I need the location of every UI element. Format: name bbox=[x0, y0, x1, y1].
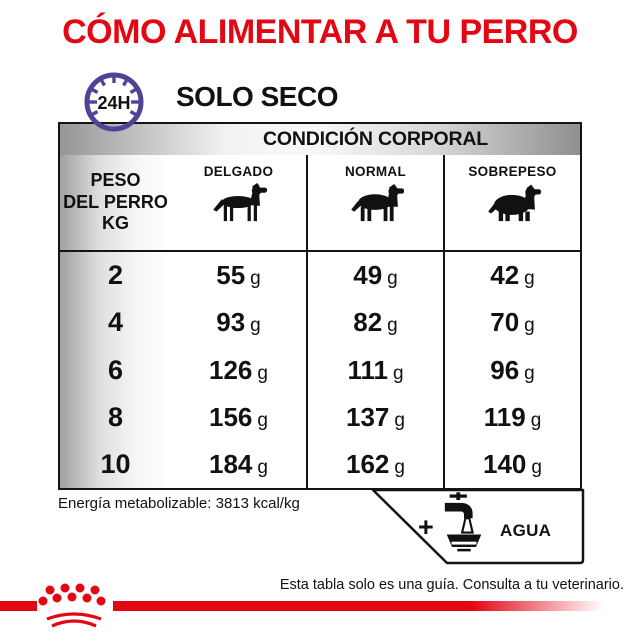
normal-dog-icon bbox=[350, 183, 404, 222]
red-bar-right bbox=[113, 601, 640, 611]
royal-canin-crown-icon bbox=[38, 583, 106, 628]
weight-column: PESO DEL PERRO KG 2 4 6 8 10 bbox=[60, 155, 171, 488]
column-delgado: DELGADO 55 g 93 g bbox=[171, 155, 306, 488]
water-callout-shape bbox=[371, 488, 585, 565]
faucet-bowl-icon bbox=[444, 492, 482, 552]
weight-column-header: PESO DEL PERRO KG bbox=[60, 155, 171, 252]
overweight-dog-icon bbox=[487, 184, 541, 222]
ration-cell: 140 g bbox=[483, 448, 542, 479]
plus-sign: + bbox=[418, 512, 434, 542]
table-header-title: CONDICIÓN CORPORAL bbox=[263, 128, 488, 150]
ration-cell: 55 g bbox=[216, 260, 261, 291]
feeding-table: CONDICIÓN CORPORAL PESO DEL PERRO KG 2 4… bbox=[58, 122, 582, 490]
disclaimer-text: Esta tabla solo es una guía. Consulta a … bbox=[279, 577, 624, 593]
ration-cell: 96 g bbox=[490, 354, 535, 385]
ration-cell: 162 g bbox=[346, 448, 405, 479]
ration-cell: 70 g bbox=[490, 307, 535, 338]
table-header-band: CONDICIÓN CORPORAL bbox=[60, 124, 580, 155]
ration-cell: 126 g bbox=[209, 354, 268, 385]
weight-cell: 4 bbox=[107, 307, 124, 338]
ration-cell: 82 g bbox=[353, 307, 398, 338]
column-sobrepeso: SOBREPESO 42 g 70 g bbox=[443, 155, 580, 488]
ration-cell: 137 g bbox=[346, 401, 405, 432]
column-delgado-header: DELGADO bbox=[171, 155, 306, 252]
column-normal-header: NORMAL bbox=[308, 155, 443, 252]
ration-cell: 93 g bbox=[216, 307, 261, 338]
thin-dog-icon bbox=[212, 183, 267, 222]
ration-cell: 42 g bbox=[490, 260, 535, 291]
ration-cell: 119 g bbox=[483, 401, 542, 432]
feeding-mode-label: SOLO SECO bbox=[176, 81, 338, 112]
weight-cell: 10 bbox=[100, 448, 131, 479]
ration-cell: 111 g bbox=[347, 354, 404, 385]
clock-label: 24H bbox=[97, 93, 130, 113]
weight-cell: 2 bbox=[107, 260, 124, 291]
table-grid: PESO DEL PERRO KG 2 4 6 8 10 DELGADO bbox=[60, 155, 580, 488]
water-label: AGUA bbox=[500, 521, 552, 540]
24h-clock-icon: 24H bbox=[84, 72, 144, 132]
page-title: CÓMO ALIMENTAR A TU PERRO bbox=[62, 13, 578, 51]
weight-cell: 6 bbox=[107, 354, 124, 385]
metabolizable-energy-note: Energía metabolizable: 3813 kcal/kg bbox=[58, 495, 300, 512]
column-sobrepeso-header: SOBREPESO bbox=[445, 155, 580, 252]
ration-cell: 184 g bbox=[209, 448, 268, 479]
weight-cell: 8 bbox=[107, 401, 124, 432]
column-normal: NORMAL 49 g 82 g bbox=[306, 155, 443, 488]
ration-cell: 156 g bbox=[209, 401, 268, 432]
red-bar-left bbox=[0, 601, 37, 611]
ration-cell: 49 g bbox=[353, 260, 398, 291]
